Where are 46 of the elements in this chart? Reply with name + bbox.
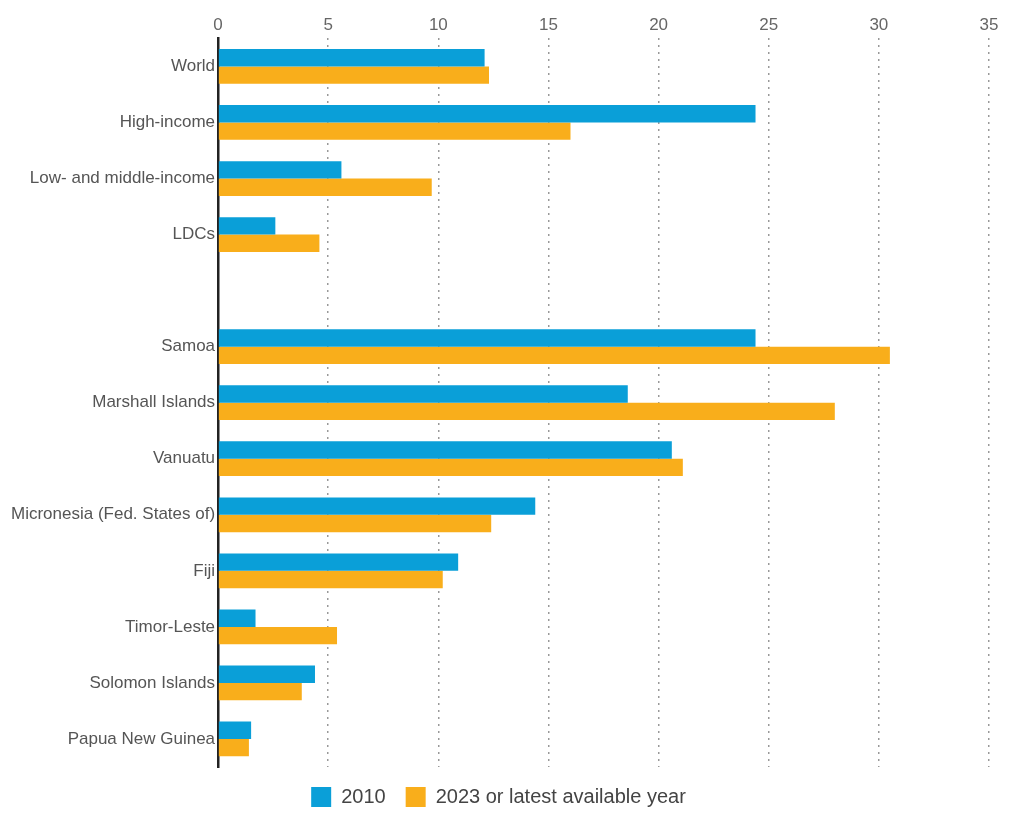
bar <box>218 721 252 739</box>
bar <box>218 66 489 84</box>
bar <box>218 609 256 627</box>
bar <box>218 402 835 421</box>
y-tick-label: Solomon Islands <box>89 672 216 692</box>
y-tick-label: Low- and middle-income <box>29 168 216 188</box>
x-tick-label: 10 <box>428 14 448 34</box>
x-tick-label: 15 <box>539 14 558 34</box>
bar <box>218 178 432 196</box>
x-tick-label: 35 <box>979 14 999 34</box>
bar <box>218 682 302 701</box>
y-tick-label: Micronesia (Fed. States of) <box>11 504 216 524</box>
y-tick-label: Samoa <box>161 336 216 356</box>
x-tick-label: 0 <box>213 14 223 34</box>
bar <box>218 234 320 252</box>
x-tick-label: 20 <box>649 14 669 34</box>
bar <box>218 514 492 533</box>
bar <box>218 217 276 235</box>
bar <box>218 497 536 515</box>
bar <box>218 553 459 571</box>
bar <box>218 570 443 589</box>
y-tick-label: World <box>170 56 216 76</box>
bar <box>218 49 485 67</box>
bar <box>218 105 756 123</box>
bar <box>218 738 249 757</box>
y-tick-label: Papua New Guinea <box>67 728 216 748</box>
bar <box>218 329 756 347</box>
bar <box>218 122 571 140</box>
y-tick-label: High-income <box>119 112 216 132</box>
legend-label: 2023 or latest available year <box>435 784 687 807</box>
x-tick-label: 30 <box>869 14 889 34</box>
bar <box>218 385 628 403</box>
bar <box>218 161 342 179</box>
x-tick-label: 25 <box>759 14 779 34</box>
bar <box>218 346 890 365</box>
legend-label: 2010 <box>341 784 386 807</box>
x-tick-label: 5 <box>323 14 333 34</box>
bar <box>218 441 672 459</box>
bar <box>218 665 315 683</box>
bar <box>218 458 683 477</box>
y-tick-label: Marshall Islands <box>92 392 216 412</box>
bar <box>218 626 338 645</box>
y-tick-label: Fiji <box>193 560 216 580</box>
y-tick-label: Vanuatu <box>153 448 216 468</box>
y-tick-label: LDCs <box>172 224 216 244</box>
y-tick-label: Timor-Leste <box>125 616 216 636</box>
